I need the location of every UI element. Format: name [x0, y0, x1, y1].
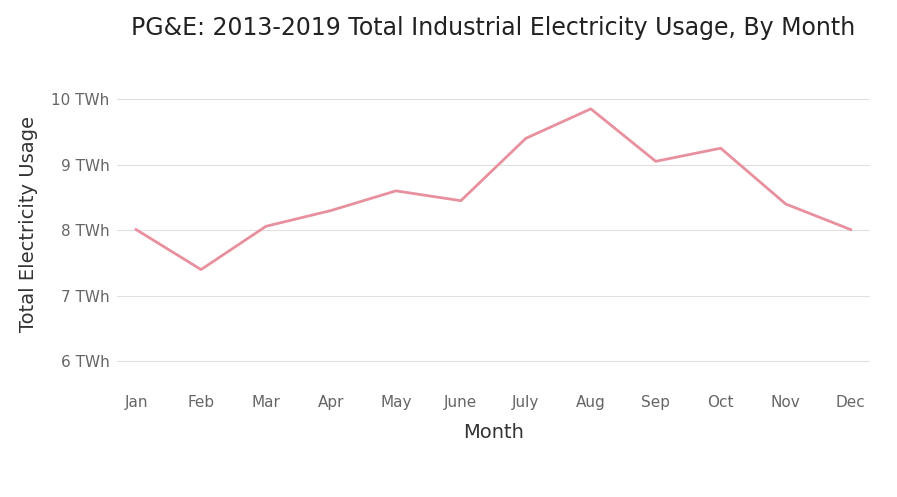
Y-axis label: Total Electricity Usage: Total Electricity Usage	[19, 116, 38, 331]
X-axis label: Month: Month	[463, 423, 524, 442]
Title: PG&E: 2013-2019 Total Industrial Electricity Usage, By Month: PG&E: 2013-2019 Total Industrial Electri…	[131, 15, 856, 40]
